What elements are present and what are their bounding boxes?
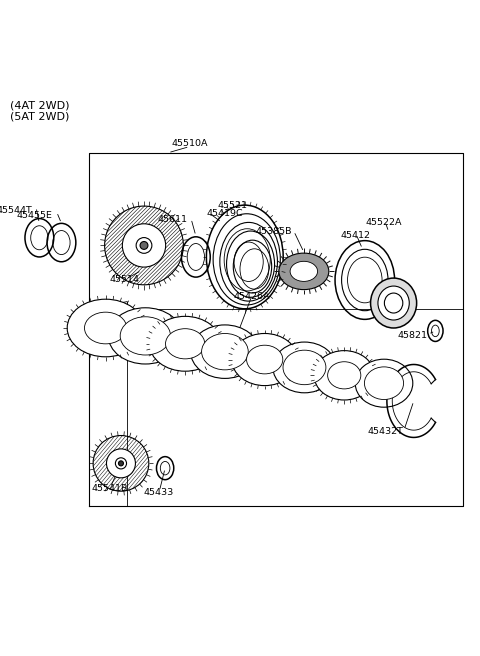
Ellipse shape bbox=[108, 308, 182, 364]
Ellipse shape bbox=[279, 253, 329, 289]
Ellipse shape bbox=[67, 299, 144, 357]
Ellipse shape bbox=[202, 333, 248, 370]
Ellipse shape bbox=[232, 333, 298, 386]
Ellipse shape bbox=[290, 261, 318, 281]
Ellipse shape bbox=[355, 359, 413, 407]
Ellipse shape bbox=[136, 237, 152, 253]
Ellipse shape bbox=[120, 317, 170, 355]
Ellipse shape bbox=[247, 345, 283, 374]
Ellipse shape bbox=[314, 350, 374, 400]
Ellipse shape bbox=[378, 286, 409, 320]
Ellipse shape bbox=[84, 312, 127, 344]
Ellipse shape bbox=[166, 329, 205, 359]
Ellipse shape bbox=[364, 367, 404, 400]
Ellipse shape bbox=[273, 342, 336, 393]
Ellipse shape bbox=[149, 316, 221, 371]
Ellipse shape bbox=[328, 361, 361, 389]
Ellipse shape bbox=[371, 278, 417, 328]
Ellipse shape bbox=[119, 461, 123, 466]
Text: 45433: 45433 bbox=[143, 487, 174, 497]
Text: 45514: 45514 bbox=[110, 276, 140, 285]
Ellipse shape bbox=[384, 293, 403, 313]
Ellipse shape bbox=[191, 325, 259, 379]
Text: 45544T: 45544T bbox=[0, 206, 33, 215]
Ellipse shape bbox=[115, 458, 127, 469]
Text: 45510A: 45510A bbox=[171, 138, 208, 148]
Ellipse shape bbox=[107, 449, 135, 478]
Text: 45611: 45611 bbox=[157, 216, 187, 224]
Ellipse shape bbox=[140, 241, 148, 249]
Text: 45821: 45821 bbox=[397, 331, 427, 340]
Text: 45412: 45412 bbox=[340, 232, 370, 240]
Text: (4AT 2WD)
(5AT 2WD): (4AT 2WD) (5AT 2WD) bbox=[10, 100, 69, 121]
Text: 45521: 45521 bbox=[218, 201, 248, 210]
Ellipse shape bbox=[122, 224, 166, 267]
Text: 45541B: 45541B bbox=[91, 484, 128, 493]
Text: 45432T: 45432T bbox=[367, 426, 403, 436]
Ellipse shape bbox=[283, 350, 326, 384]
Text: 45455E: 45455E bbox=[17, 211, 53, 220]
Text: 45426A: 45426A bbox=[234, 293, 270, 301]
Text: 45522A: 45522A bbox=[366, 218, 402, 227]
Text: 45419C: 45419C bbox=[206, 209, 243, 218]
Text: 45385B: 45385B bbox=[255, 228, 292, 237]
